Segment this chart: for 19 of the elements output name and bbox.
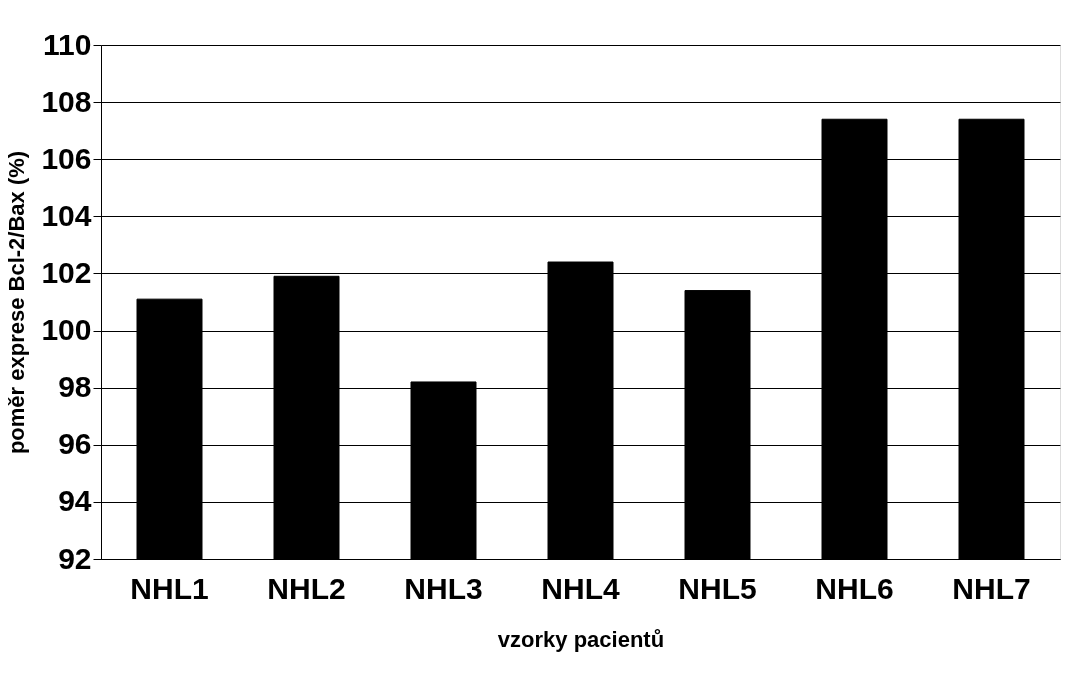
x-tick-label: NHL5: [678, 571, 757, 605]
x-axis-title: vzorky pacientů: [497, 626, 665, 652]
x-tick-label: NHL6: [815, 571, 894, 605]
y-tick-label: 92: [58, 541, 92, 575]
y-tick-label: 110: [43, 27, 92, 61]
x-tick-label: NHL1: [130, 571, 209, 605]
y-tick-label: 98: [58, 370, 92, 404]
y-tick-label: 102: [41, 255, 92, 289]
y-axis-title: poměr exprese Bcl-2/Bax (%): [4, 150, 30, 455]
y-tick-label: 106: [41, 141, 92, 175]
y-tick-label: 104: [41, 198, 92, 232]
x-tick-label: NHL2: [267, 571, 346, 605]
y-tick-label: 100: [41, 313, 92, 347]
x-tick-label: NHL7: [952, 571, 1031, 605]
y-tick-label: 108: [41, 84, 92, 118]
x-tick-label: NHL4: [541, 571, 620, 605]
x-tick-label: NHL3: [404, 571, 483, 605]
y-tick-label: 94: [58, 484, 92, 518]
y-tick-label: 96: [58, 427, 92, 461]
